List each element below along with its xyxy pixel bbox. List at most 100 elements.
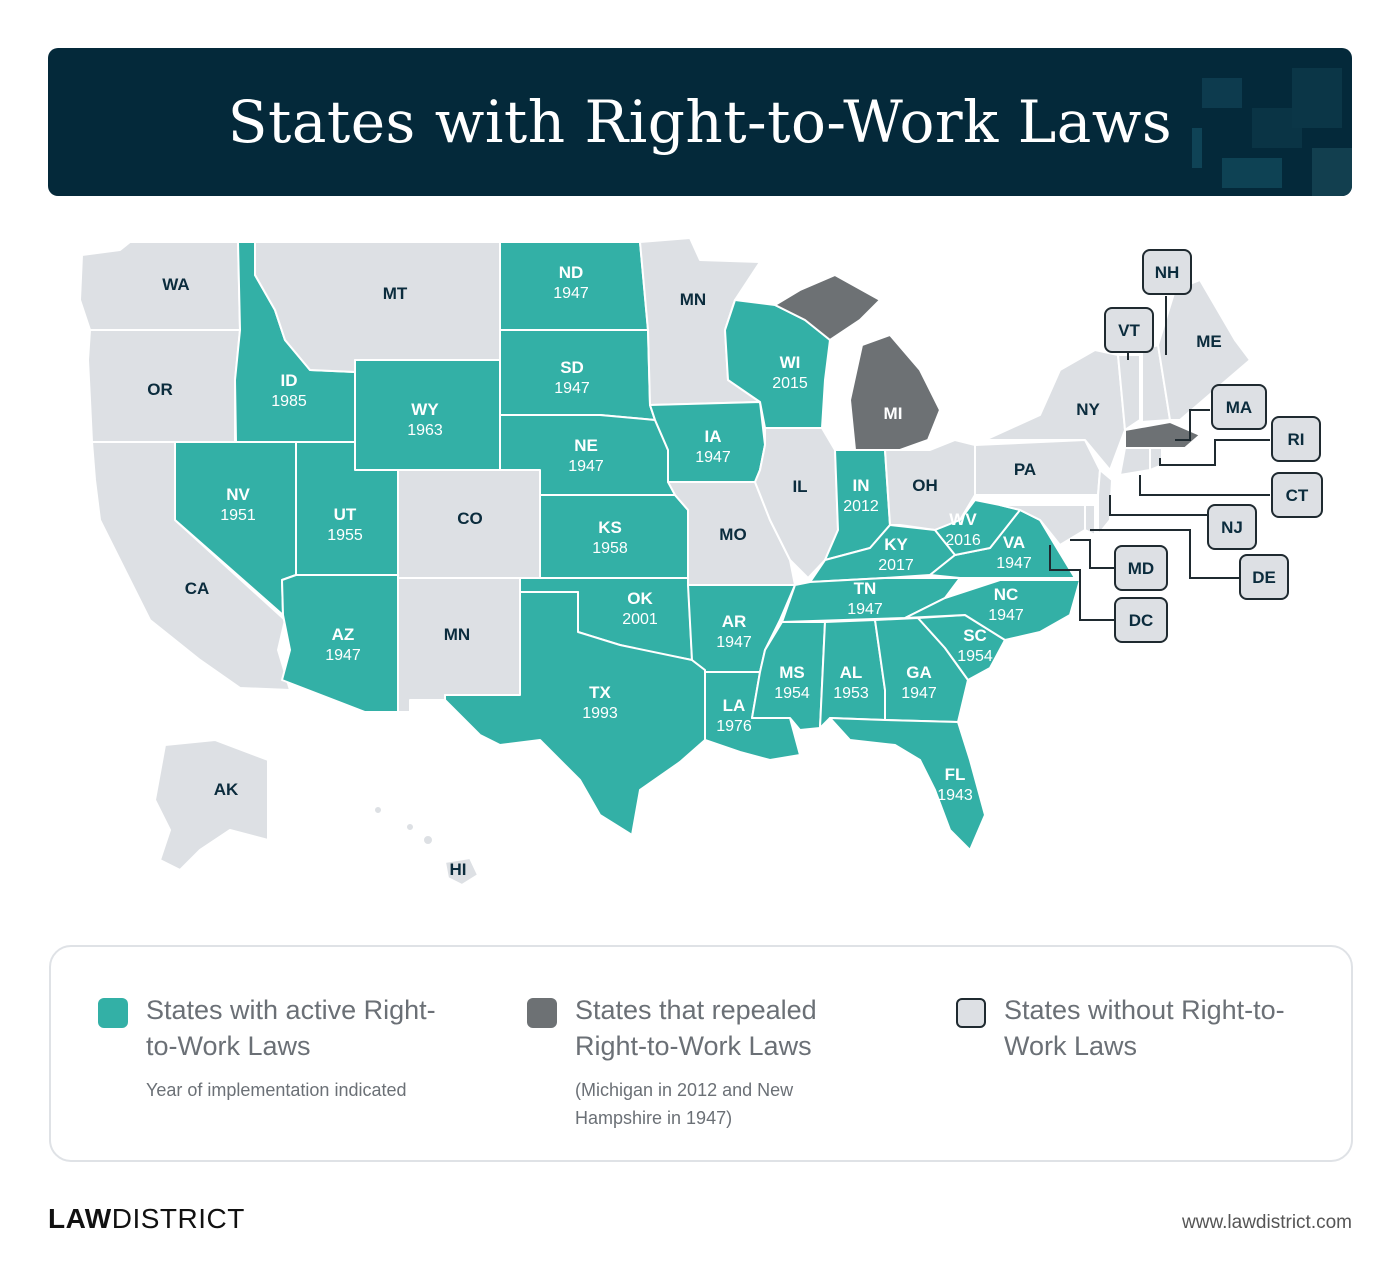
callout-nh-label: NH	[1155, 263, 1180, 282]
callout-dc-label: DC	[1129, 611, 1154, 630]
callout-ri: RI	[1271, 416, 1321, 462]
brand-bold: LAW	[48, 1203, 112, 1234]
state-year-nd: 1947	[553, 285, 589, 302]
state-pa	[974, 439, 1101, 496]
state-year-ms: 1954	[774, 685, 810, 702]
callout-de: DE	[1239, 554, 1289, 600]
state-year-tn: 1947	[847, 601, 883, 618]
state-label-pa: PA	[1014, 460, 1036, 479]
decorative-pattern	[1192, 68, 1352, 196]
state-year-sc: 1954	[957, 648, 993, 665]
state-label-tx: TX	[589, 683, 611, 702]
state-fl	[829, 717, 986, 851]
state-label-ca: CA	[185, 579, 210, 598]
state-label-mn: MN	[680, 290, 706, 309]
state-hi-island-3	[422, 834, 434, 846]
legend: States with active Right-to-Work Laws Ye…	[49, 945, 1353, 1162]
state-ct	[1119, 447, 1151, 476]
state-year-az: 1947	[325, 647, 361, 664]
state-year-va: 1947	[996, 555, 1032, 572]
state-label-ne: NE	[574, 436, 598, 455]
state-label-az: AZ	[332, 625, 355, 644]
state-year-ut: 1955	[327, 527, 363, 544]
repealed-swatch	[527, 998, 557, 1028]
state-year-wi: 2015	[772, 375, 808, 392]
state-label-nc: NC	[994, 585, 1019, 604]
state-year-ky: 2017	[878, 557, 914, 574]
state-hi	[444, 857, 479, 886]
state-label-or: OR	[147, 380, 173, 399]
website-url: www.lawdistrict.com	[1182, 1212, 1352, 1233]
callout-ma-label: MA	[1226, 398, 1252, 417]
state-label-nv: NV	[226, 485, 250, 504]
state-label-fl: FL	[945, 765, 966, 784]
state-label-sd: SD	[560, 358, 584, 377]
state-label-wv: WV	[949, 510, 977, 529]
state-label-ms: MS	[779, 663, 805, 682]
state-year-wv: 2016	[945, 532, 981, 549]
state-label-ut: UT	[334, 505, 357, 524]
state-label-va: VA	[1003, 533, 1025, 552]
state-year-la: 1976	[716, 718, 752, 735]
state-il	[754, 427, 839, 579]
state-label-id: ID	[281, 371, 298, 390]
callouts: NH VT MA RI CT NJ DE MD DC	[1104, 249, 1323, 643]
callout-ct-label: CT	[1286, 486, 1309, 505]
state-label-wa: WA	[162, 275, 189, 294]
state-year-wy: 1963	[407, 422, 443, 439]
state-year-ne: 1947	[568, 458, 604, 475]
callout-vt-label: VT	[1118, 321, 1140, 340]
state-year-id: 1985	[271, 393, 307, 410]
state-label-ok: OK	[627, 589, 653, 608]
state-md	[999, 504, 1086, 546]
callout-de-label: DE	[1252, 568, 1276, 587]
state-mi-upper	[774, 274, 881, 341]
state-year-sd: 1947	[554, 380, 590, 397]
state-year-fl: 1943	[937, 787, 973, 804]
legend-repealed-title: States that repealed Right-to-Work Laws	[575, 995, 817, 1061]
callout-nj-label: NJ	[1221, 518, 1243, 537]
state-label-sc: SC	[963, 626, 987, 645]
state-label-tn: TN	[854, 579, 877, 598]
callout-ct: CT	[1271, 472, 1323, 518]
callout-nh: NH	[1142, 249, 1192, 295]
active-swatch	[98, 998, 128, 1028]
state-label-al: AL	[840, 663, 863, 682]
callout-ri-label: RI	[1288, 430, 1305, 449]
state-labels: WA OR CA ID 1985 NV 1951 MT WY 1963 UT 1955 AZ 1947 CO…	[147, 263, 1222, 879]
lawdistrict-logo: LAWDISTRICT	[48, 1203, 245, 1235]
state-label-mn: MN	[444, 625, 470, 644]
callout-md: MD	[1114, 545, 1168, 591]
callout-nj: NJ	[1207, 504, 1257, 550]
state-label-ar: AR	[722, 612, 747, 631]
state-label-ny: NY	[1076, 400, 1100, 419]
state-vt	[1117, 354, 1141, 431]
legend-repealed-note: (Michigan in 2012 and New Hampshire in 1…	[575, 1080, 794, 1128]
state-tx	[444, 591, 706, 836]
state-label-oh: OH	[912, 476, 938, 495]
state-ak	[154, 739, 269, 871]
state-label-wi: WI	[780, 353, 801, 372]
state-ma	[1124, 421, 1201, 449]
state-label-mt: MT	[383, 284, 408, 303]
none-swatch	[956, 998, 986, 1028]
title-banner: States with Right-to-Work Laws	[48, 48, 1352, 196]
state-year-in: 2012	[843, 498, 879, 515]
state-hi-island-2	[405, 822, 415, 832]
state-mi	[849, 334, 941, 451]
state-year-tx: 1993	[582, 705, 618, 722]
legend-active-title: States with active Right-to-Work Laws	[146, 995, 436, 1061]
legend-active-note: Year of implementation indicated	[146, 1080, 407, 1100]
state-label-mi: MI	[884, 404, 903, 423]
brand-rest: DISTRICT	[111, 1203, 245, 1234]
leader-lines	[1049, 296, 1270, 621]
state-year-al: 1953	[833, 685, 869, 702]
state-year-ks: 1958	[592, 540, 628, 557]
state-label-il: IL	[792, 477, 807, 496]
state-year-nc: 1947	[988, 607, 1024, 624]
callout-md-label: MD	[1128, 559, 1154, 578]
state-nc	[904, 579, 1081, 641]
legend-none-title: States without Right-to-Work Laws	[1004, 995, 1285, 1061]
state-label-ky: KY	[884, 535, 908, 554]
state-label-ga: GA	[906, 663, 932, 682]
